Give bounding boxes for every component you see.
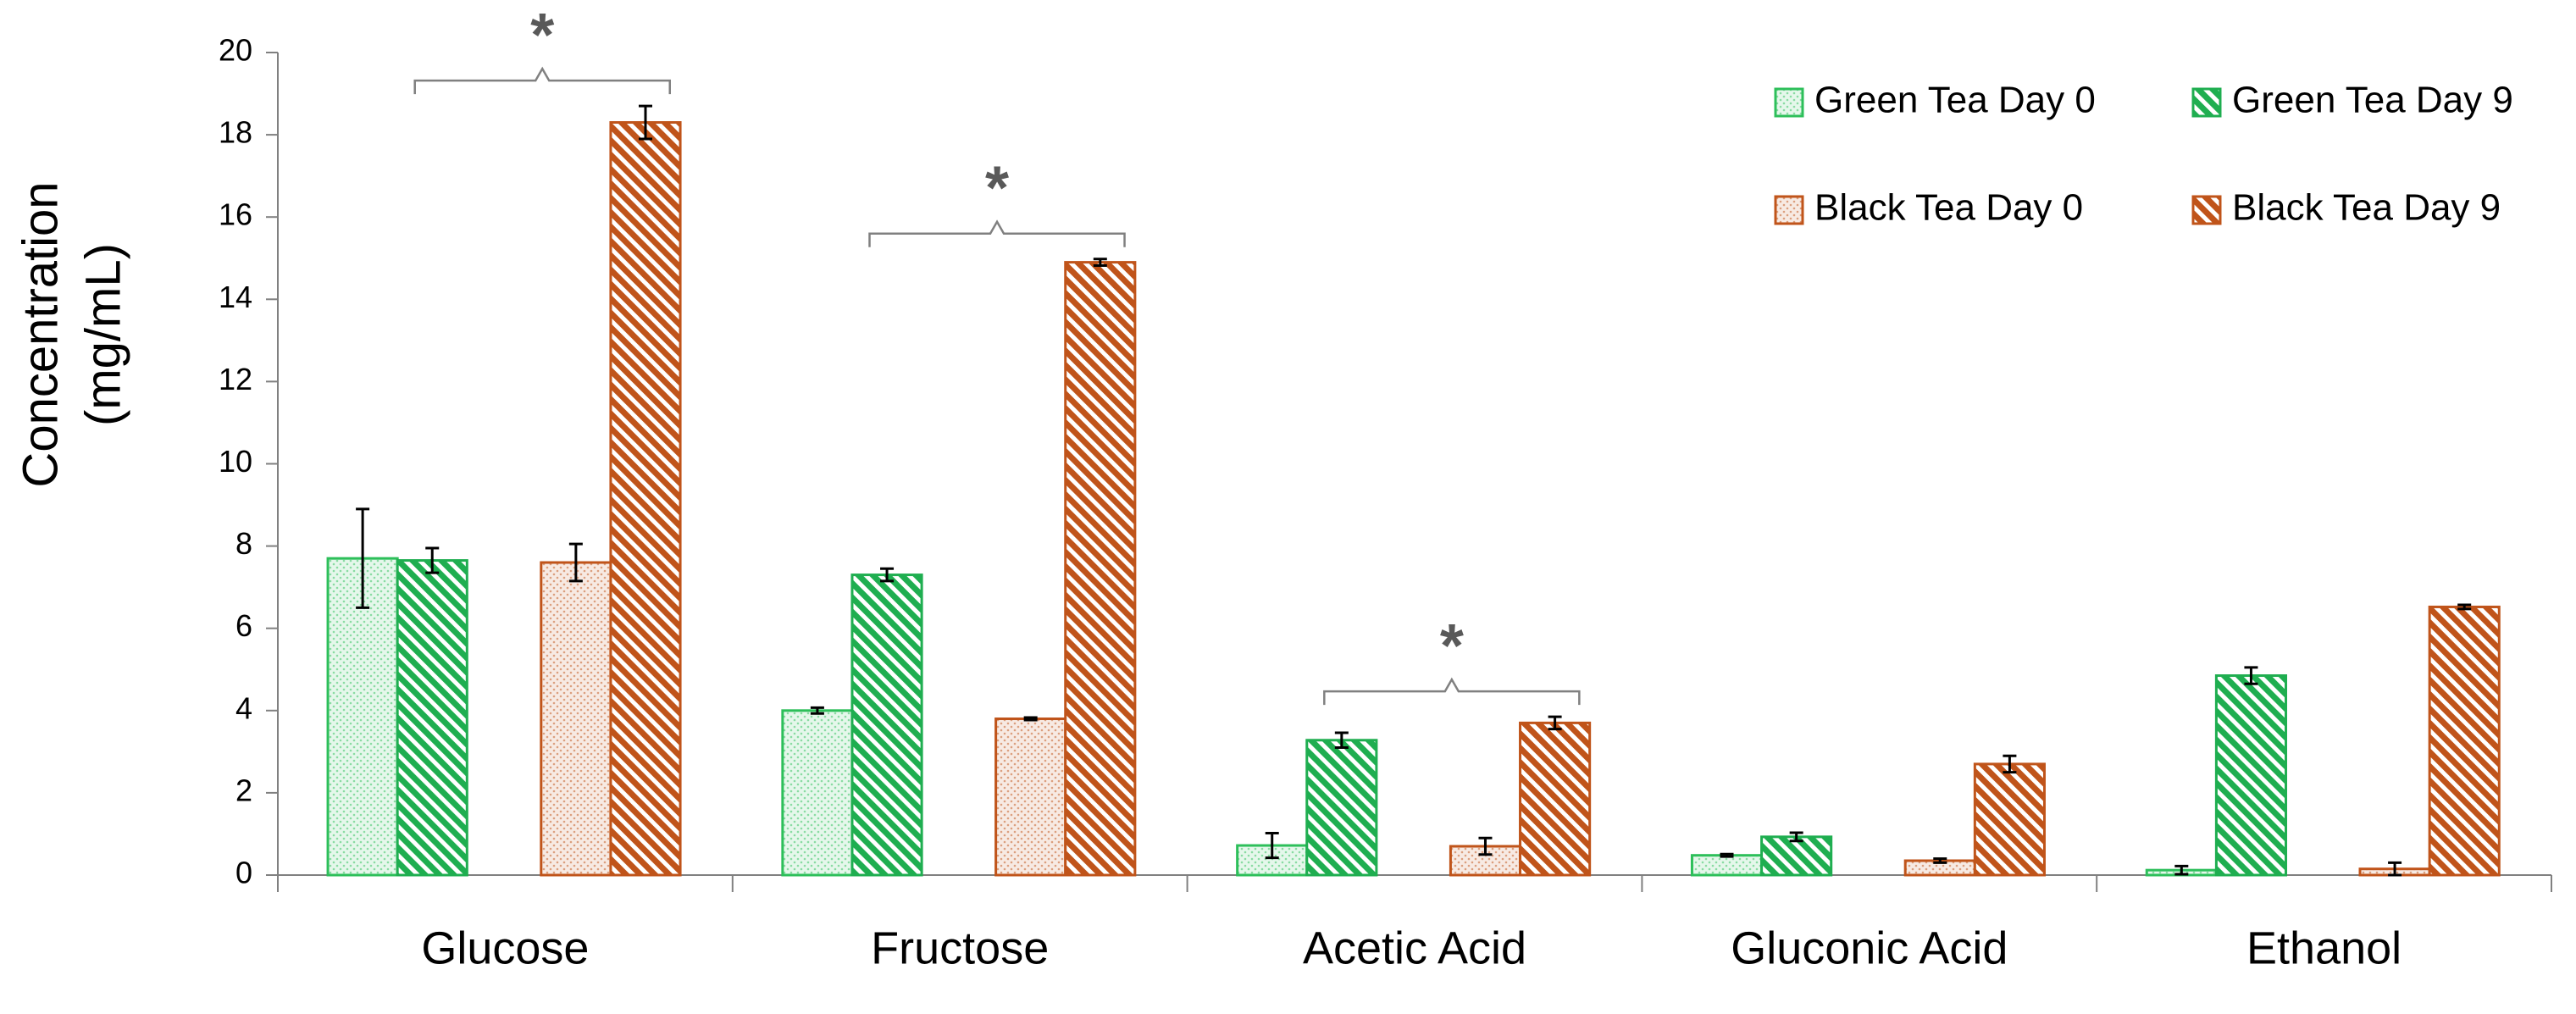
- error-bar: [810, 706, 824, 715]
- bar: [1973, 762, 2046, 877]
- bar: [396, 559, 468, 877]
- y-tick-label: 12: [219, 362, 252, 396]
- significance-mark: *: [530, 2, 554, 69]
- legend-label: Green Tea Day 0: [1814, 80, 2096, 121]
- error-bar: [880, 567, 895, 583]
- legend-swatch: [1774, 87, 1804, 118]
- legend-label: Green Tea Day 9: [2232, 80, 2513, 121]
- error-bar: [1478, 836, 1493, 856]
- bar: [2214, 674, 2288, 877]
- error-bar: [1093, 258, 1107, 267]
- bar: [1760, 835, 1833, 877]
- legend-label: Black Tea Day 0: [1814, 187, 2083, 229]
- error-bar: [2003, 754, 2017, 774]
- legend-swatch: [2191, 195, 2222, 225]
- x-tick-label: Ethanol: [2246, 923, 2401, 973]
- y-tick-label: 8: [235, 526, 252, 561]
- significance-mark: *: [985, 155, 1009, 223]
- bar: [1690, 854, 1764, 877]
- bar: [1064, 261, 1137, 877]
- error-bar: [2244, 666, 2258, 685]
- y-tick-label: 6: [235, 608, 252, 643]
- error-bar: [1933, 857, 1947, 864]
- error-bar: [1023, 716, 1038, 722]
- y-tick-label: 20: [219, 33, 252, 68]
- significance-bracket: [413, 66, 671, 95]
- error-bar: [639, 104, 653, 141]
- significance-bracket: [868, 219, 1126, 247]
- y-tick-label: 16: [219, 197, 252, 232]
- bar: [1305, 739, 1378, 877]
- x-tick-label: Gluconic Acid: [1731, 923, 2008, 973]
- error-bar: [2388, 861, 2402, 877]
- y-tick-label: 14: [219, 280, 252, 314]
- bar: [609, 121, 682, 877]
- bar: [540, 561, 612, 877]
- error-bar: [2457, 603, 2472, 611]
- legend-label: Black Tea Day 9: [2232, 187, 2501, 229]
- x-tick-label: Acetic Acid: [1303, 923, 1526, 973]
- error-bar: [1720, 852, 1734, 858]
- y-tick-label: 18: [219, 115, 252, 150]
- error-bar: [425, 546, 440, 574]
- y-tick-label: 4: [235, 690, 252, 725]
- y-tick-label: 2: [235, 773, 252, 807]
- error-bar: [1265, 831, 1279, 860]
- error-bar: [1548, 715, 1562, 731]
- bar: [2428, 605, 2501, 877]
- bar: [994, 718, 1067, 877]
- bar: [850, 573, 923, 877]
- y-axis-label: Concentration: [13, 181, 68, 487]
- error-bar: [568, 542, 583, 583]
- x-tick-label: Glucose: [421, 923, 589, 973]
- error-bar: [1789, 831, 1803, 843]
- significance-bracket: [1323, 677, 1581, 706]
- legend-swatch: [2191, 87, 2222, 118]
- significance-mark: *: [1440, 612, 1464, 680]
- error-bar: [2174, 864, 2189, 876]
- legend-swatch: [1774, 195, 1804, 225]
- y-tick-label: 10: [219, 444, 252, 479]
- error-bar: [1334, 731, 1349, 749]
- y-tick-label: 0: [235, 856, 252, 890]
- x-tick-label: Fructose: [871, 923, 1049, 973]
- y-axis-label: (mg/mL): [75, 243, 130, 426]
- error-bar: [356, 507, 370, 609]
- bar: [781, 709, 854, 877]
- bar: [1519, 721, 1592, 877]
